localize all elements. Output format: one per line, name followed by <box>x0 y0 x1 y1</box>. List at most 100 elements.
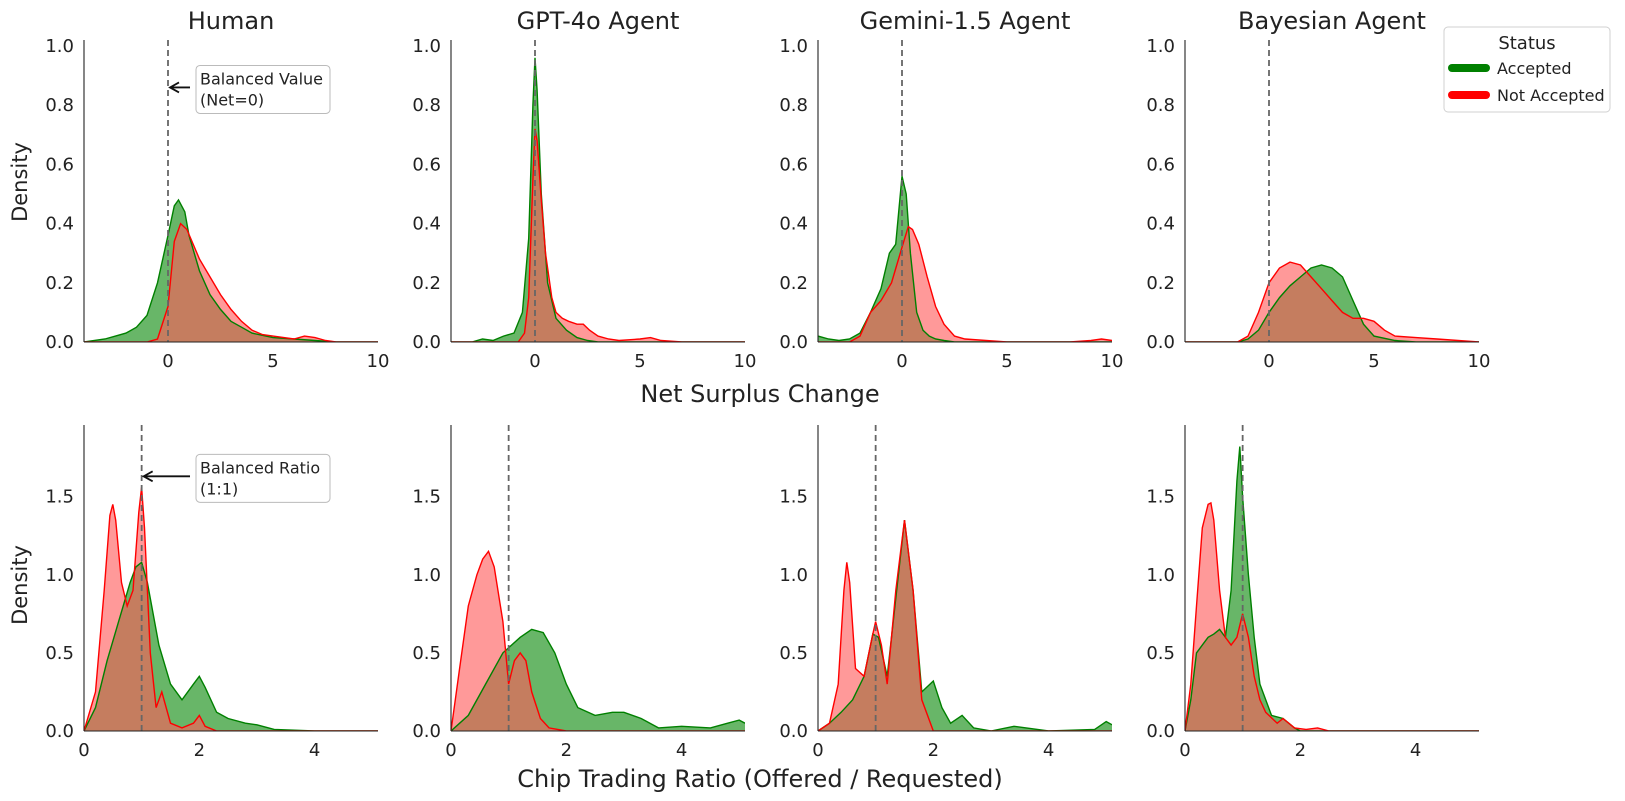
accepted-density-area <box>84 199 378 342</box>
accepted-density-line <box>84 198 378 342</box>
annotation-box <box>195 453 331 503</box>
y-tick-label: 1.0 <box>412 565 441 586</box>
x-tick-label: 5 <box>634 351 645 372</box>
y-tick-label: 0.5 <box>1146 643 1175 664</box>
panel-4: 0 5 10 0.0 0.2 0.4 0.6 0.8 1.0 Bayesian Agent <box>1146 7 1490 372</box>
y-tick-label: 1.0 <box>1146 36 1175 57</box>
not-accepted-density-line <box>451 128 745 342</box>
x-tick-label: 10 <box>1101 351 1124 372</box>
y-tick-label: 0.6 <box>45 154 74 175</box>
y-tick-label: 0.4 <box>412 214 441 235</box>
y-tick-label: 0.4 <box>779 214 808 235</box>
y-tick-label: 0.6 <box>412 154 441 175</box>
y-tick-label: 0.0 <box>779 721 808 742</box>
y-tick-label: 1.0 <box>45 565 74 586</box>
y-tick-label: 1.5 <box>45 487 74 508</box>
not-accepted-density-area <box>818 226 1112 342</box>
x-tick-label: 0 <box>896 351 907 372</box>
not-accepted-density-line <box>1185 501 1479 731</box>
y-tick-label: 0.2 <box>779 273 808 294</box>
row-2-x-axis-label: Chip Trading Ratio (Offered / Requested) <box>517 765 1003 793</box>
panel-1-plot-area <box>84 198 378 342</box>
x-tick-label: 2 <box>928 740 939 761</box>
x-tick-label: 0 <box>812 740 823 761</box>
panel-title: GPT-4o Agent <box>517 7 680 35</box>
panel-7: 0 2 4 0.0 0.5 1.0 1.5 <box>779 425 1112 761</box>
y-tick-label: 0.0 <box>1146 721 1175 742</box>
x-tick-label: 0 <box>78 740 89 761</box>
y-tick-label: 1.5 <box>1146 487 1175 508</box>
not-accepted-density-area <box>84 223 378 342</box>
panel-2: 0 5 10 0.0 0.2 0.4 0.6 0.8 1.0 GPT-4o Agent <box>412 7 756 372</box>
not-accepted-density-area <box>451 551 745 731</box>
y-tick-label: 0.8 <box>1146 95 1175 116</box>
panel-title: Human <box>188 7 275 35</box>
x-tick-label: 4 <box>676 740 687 761</box>
panel-5-plot-area <box>84 487 378 731</box>
panel-title: Bayesian Agent <box>1238 7 1426 35</box>
x-tick-label: 4 <box>309 740 320 761</box>
x-tick-label: 2 <box>194 740 205 761</box>
panel-title: Gemini-1.5 Agent <box>860 7 1071 35</box>
y-tick-label: 0.6 <box>779 154 808 175</box>
annotation-arrowhead <box>168 81 180 94</box>
y-tick-label: 0.0 <box>412 721 441 742</box>
panels-group: 0 5 10 0.0 0.2 0.4 0.6 0.8 1.0 Human Balanced Valu… <box>45 7 1490 761</box>
y-tick-label: 1.0 <box>779 36 808 57</box>
x-tick-label: 10 <box>1468 351 1491 372</box>
y-tick-label: 1.0 <box>1146 565 1175 586</box>
not-accepted-density-line <box>818 225 1112 342</box>
panel-5: 0 2 4 0.0 0.5 1.0 1.5 Balanced Ratio (1:1) <box>45 425 378 761</box>
x-tick-label: 5 <box>1001 351 1012 372</box>
y-tick-label: 0.0 <box>412 332 441 353</box>
y-tick-label: 0.6 <box>1146 154 1175 175</box>
annotation-text: Balanced Value <box>200 69 323 88</box>
panel-3: 0 5 10 0.0 0.2 0.4 0.6 0.8 1.0 Gemini-1.5 Agent <box>779 7 1123 372</box>
not-accepted-density-line <box>84 487 378 731</box>
accepted-density-line <box>451 57 745 342</box>
y-tick-label: 0.4 <box>45 214 74 235</box>
not-accepted-density-area <box>84 487 378 731</box>
not-accepted-density-line <box>1185 261 1479 342</box>
row-1-x-axis-label: Net Surplus Change <box>640 380 879 408</box>
x-tick-label: 5 <box>267 351 278 372</box>
y-tick-label: 0.2 <box>1146 273 1175 294</box>
y-tick-label: 0.2 <box>412 273 441 294</box>
panel-4-plot-area <box>1185 261 1479 342</box>
y-tick-label: 0.5 <box>45 643 74 664</box>
panel-8-plot-area <box>1185 446 1479 731</box>
x-tick-label: 0 <box>445 740 456 761</box>
y-tick-label: 0.5 <box>779 643 808 664</box>
panel-7-plot-area <box>818 520 1112 731</box>
not-accepted-density-area <box>818 520 1112 731</box>
x-tick-label: 10 <box>367 351 390 372</box>
x-tick-label: 2 <box>1295 740 1306 761</box>
accepted-density-area <box>84 562 378 731</box>
x-tick-label: 5 <box>1368 351 1379 372</box>
y-tick-label: 0.0 <box>779 332 808 353</box>
x-tick-label: 0 <box>1179 740 1190 761</box>
row-1-y-axis-label: Density <box>8 142 32 222</box>
y-tick-label: 0.0 <box>45 332 74 353</box>
y-tick-label: 1.5 <box>779 487 808 508</box>
annotation-box <box>195 64 331 114</box>
annotation-text: (1:1) <box>200 479 238 498</box>
legend-not-accepted-label: Not Accepted <box>1497 86 1605 105</box>
x-tick-label: 4 <box>1410 740 1421 761</box>
x-tick-label: 10 <box>734 351 757 372</box>
y-tick-label: 0.0 <box>45 721 74 742</box>
panel-6: 0 2 4 0.0 0.5 1.0 1.5 <box>412 425 745 761</box>
y-tick-label: 0.2 <box>45 273 74 294</box>
x-tick-label: 2 <box>561 740 572 761</box>
not-accepted-density-line <box>451 549 745 731</box>
y-tick-label: 0.0 <box>1146 332 1175 353</box>
panel-2-plot-area <box>451 57 745 342</box>
y-tick-label: 1.0 <box>45 36 74 57</box>
x-tick-label: 0 <box>1263 351 1274 372</box>
x-tick-label: 0 <box>529 351 540 372</box>
annotation-text: Balanced Ratio <box>200 458 320 477</box>
not-accepted-density-area <box>1185 262 1479 342</box>
legend-accepted-label: Accepted <box>1497 59 1572 78</box>
panel-8: 0 2 4 0.0 0.5 1.0 1.5 <box>1146 425 1479 761</box>
